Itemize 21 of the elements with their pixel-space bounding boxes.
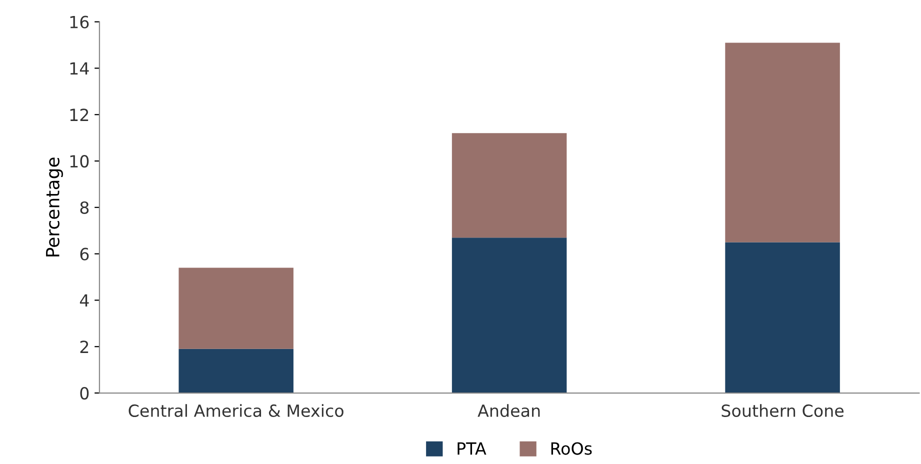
y-tick-label: 0: [80, 386, 89, 400]
y-tick-label: 12: [70, 108, 88, 121]
bar: [725, 42, 840, 242]
legend-label: PTA: [458, 442, 486, 455]
x-tick-label: Southern Cone: [722, 404, 844, 418]
y-tick-label: 8: [80, 201, 89, 214]
bar: [178, 348, 294, 394]
y-tick-label: 2: [80, 340, 88, 353]
y-tick-label: 4: [80, 294, 89, 307]
y-axis-title: Percentage: [46, 158, 63, 256]
y-tick-label: 16: [70, 16, 89, 28]
y-tick-label: 14: [70, 62, 89, 75]
bar: [452, 133, 567, 238]
bar: [178, 268, 294, 349]
y-tick-label: 10: [70, 154, 89, 168]
x-tick-label: Andean: [478, 404, 540, 418]
bar: [725, 242, 840, 394]
y-tick-label: 6: [80, 248, 89, 260]
legend-label: RoOs: [551, 442, 592, 455]
bar: [452, 238, 567, 394]
x-tick-label: Central America & Mexico: [128, 404, 344, 418]
